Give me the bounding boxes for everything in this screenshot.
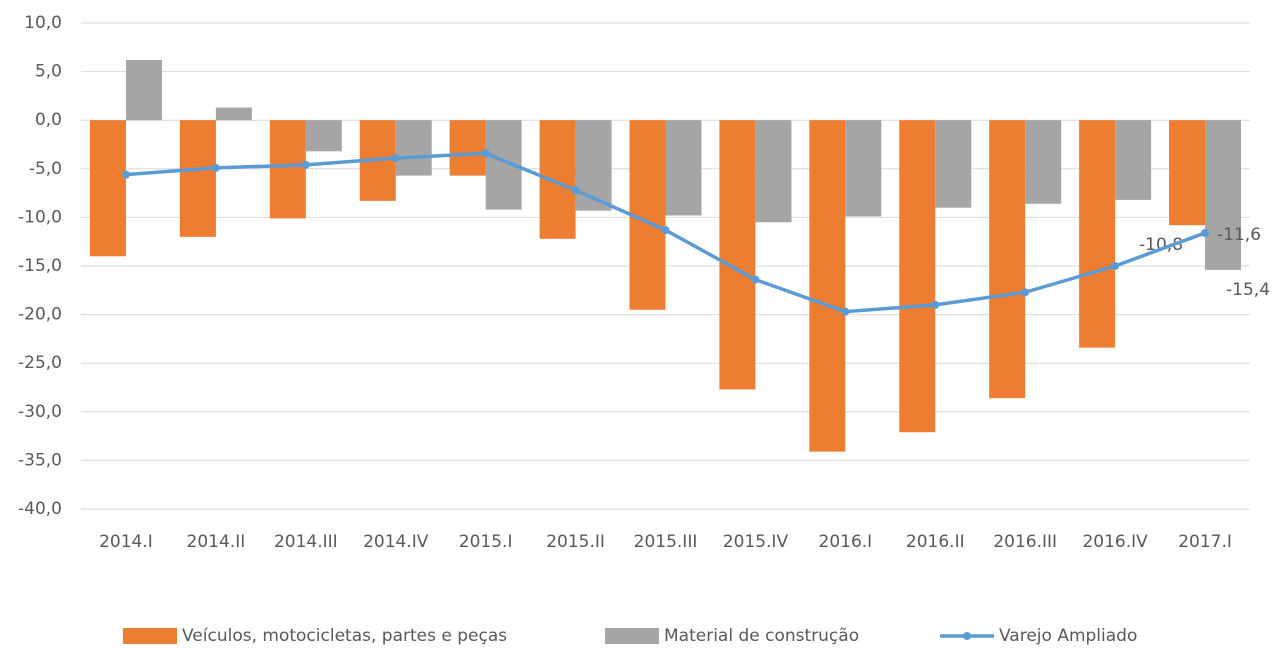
x-tick-label: 2014.III [274, 532, 338, 552]
data-label: -10,8 [1139, 235, 1183, 255]
bar [1205, 120, 1242, 270]
bar [125, 59, 162, 121]
y-tick-label: -10,0 [18, 207, 62, 227]
line-marker [931, 300, 940, 309]
y-tick-label: -20,0 [18, 305, 62, 325]
data-label: -15,4 [1226, 280, 1270, 300]
line-marker [391, 154, 400, 163]
line-marker [571, 186, 580, 195]
y-tick-label: -25,0 [18, 353, 62, 373]
x-tick-label: 2014.I [99, 532, 153, 552]
bar [755, 120, 792, 223]
bar [665, 120, 702, 216]
bar [1079, 120, 1116, 348]
x-tick-label: 2014.IV [363, 532, 429, 552]
x-tick-label: 2016.I [819, 532, 873, 552]
legend-label: Material de construção [664, 626, 859, 646]
data-label: -11,6 [1217, 225, 1261, 245]
bar [935, 120, 972, 208]
line-marker [301, 160, 310, 169]
x-tick-label: 2015.II [546, 532, 605, 552]
bar [179, 120, 216, 237]
bar [269, 120, 306, 219]
x-tick-label: 2016.III [993, 532, 1057, 552]
bar [719, 120, 756, 390]
line-marker [841, 307, 850, 316]
bar [989, 120, 1026, 399]
x-tick-label: 2017.I [1178, 532, 1232, 552]
x-tick-label: 2015.III [634, 532, 698, 552]
legend-label: Veículos, motocicletas, partes e peças [182, 626, 507, 646]
y-tick-label: 0,0 [35, 110, 62, 130]
bar [449, 120, 486, 176]
line-marker [1111, 262, 1120, 270]
bar [575, 120, 612, 211]
line-marker [1201, 228, 1210, 237]
legend-marker [963, 632, 971, 640]
bar [1169, 120, 1206, 226]
line-marker [661, 226, 670, 235]
bar [1115, 120, 1152, 200]
line-marker [481, 149, 490, 158]
y-tick-label: -30,0 [18, 402, 62, 422]
bar [395, 120, 432, 176]
bar [845, 120, 882, 217]
line-marker [1021, 288, 1030, 297]
bar [809, 120, 846, 452]
y-tick-label: -15,0 [18, 256, 62, 276]
legend-label: Varejo Ampliado [999, 626, 1137, 646]
bar [305, 120, 342, 152]
x-tick-label: 2016.IV [1082, 532, 1148, 552]
y-tick-label: -5,0 [29, 159, 62, 179]
bar [89, 120, 126, 257]
x-tick-label: 2016.II [906, 532, 965, 552]
x-tick-label: 2015.I [459, 532, 513, 552]
line-marker [211, 163, 220, 172]
x-tick-label: 2015.IV [723, 532, 789, 552]
line-marker [751, 275, 760, 284]
bar [899, 120, 936, 433]
y-tick-label: 10,0 [24, 13, 62, 33]
y-tick-label: 5,0 [35, 62, 62, 82]
bar [1025, 120, 1062, 204]
y-tick-label: -40,0 [18, 499, 62, 519]
x-tick-label: 2014.II [187, 532, 246, 552]
line-marker [121, 170, 130, 179]
bar [215, 107, 252, 121]
y-tick-label: -35,0 [18, 450, 62, 470]
legend-swatch [123, 628, 177, 644]
legend-swatch [605, 628, 659, 644]
